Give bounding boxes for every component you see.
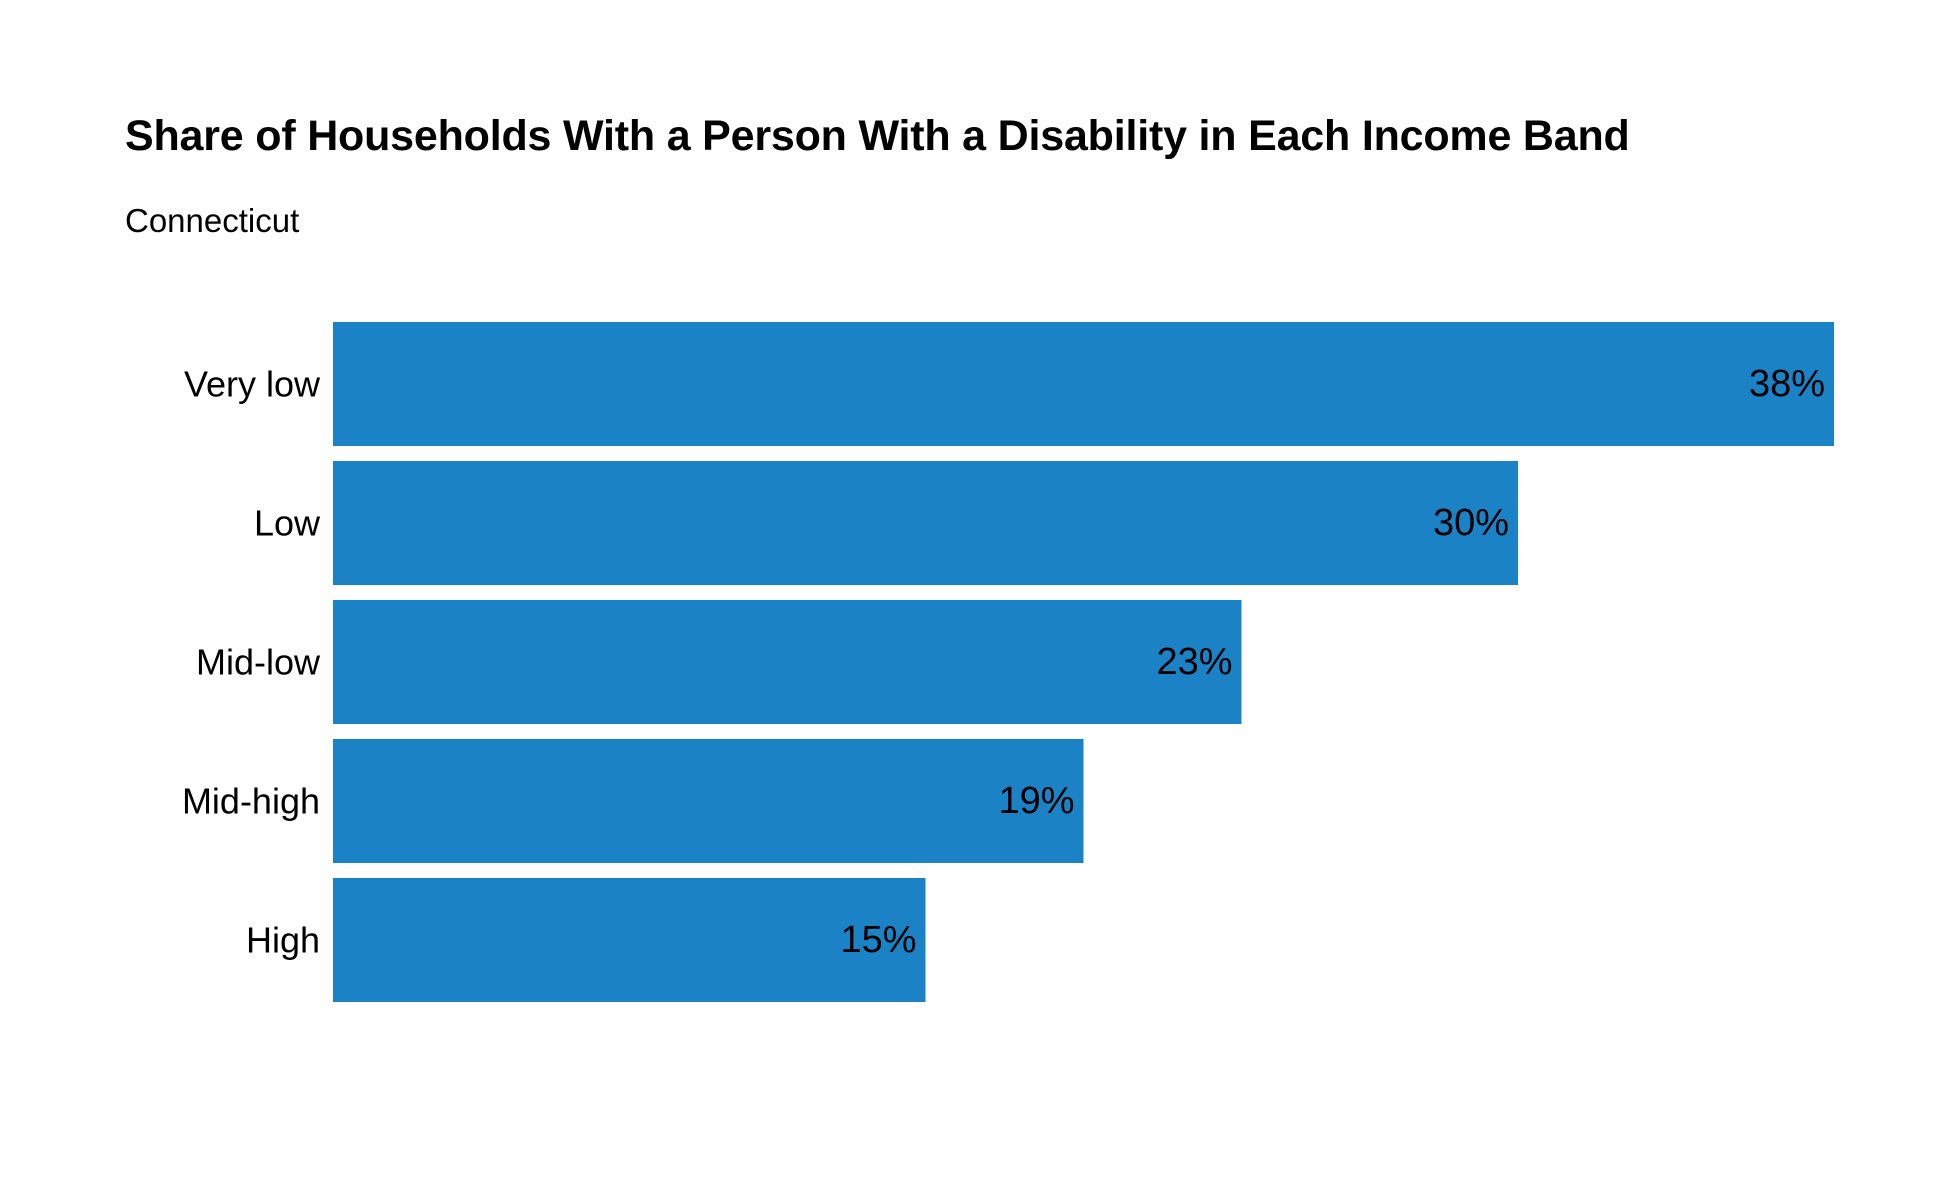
value-label-mid-high: 19% bbox=[998, 780, 1074, 822]
bar-very-low bbox=[333, 322, 1834, 446]
bar-mid-low bbox=[333, 600, 1242, 724]
bar-low bbox=[333, 461, 1518, 585]
value-label-mid-low: 23% bbox=[1156, 641, 1232, 683]
value-label-high: 15% bbox=[840, 919, 916, 961]
value-label-low: 30% bbox=[1433, 502, 1509, 544]
chart-subtitle: Connecticut bbox=[125, 202, 300, 239]
category-label-mid-high: Mid-high bbox=[182, 781, 320, 822]
bar-mid-high bbox=[333, 739, 1084, 863]
category-label-high: High bbox=[246, 920, 320, 961]
category-label-very-low: Very low bbox=[184, 364, 321, 405]
value-label-very-low: 38% bbox=[1749, 363, 1825, 405]
bar-high bbox=[333, 878, 926, 1002]
chart-title: Share of Households With a Person With a… bbox=[125, 112, 1630, 160]
category-label-mid-low: Mid-low bbox=[196, 642, 321, 683]
category-label-low: Low bbox=[254, 503, 321, 544]
